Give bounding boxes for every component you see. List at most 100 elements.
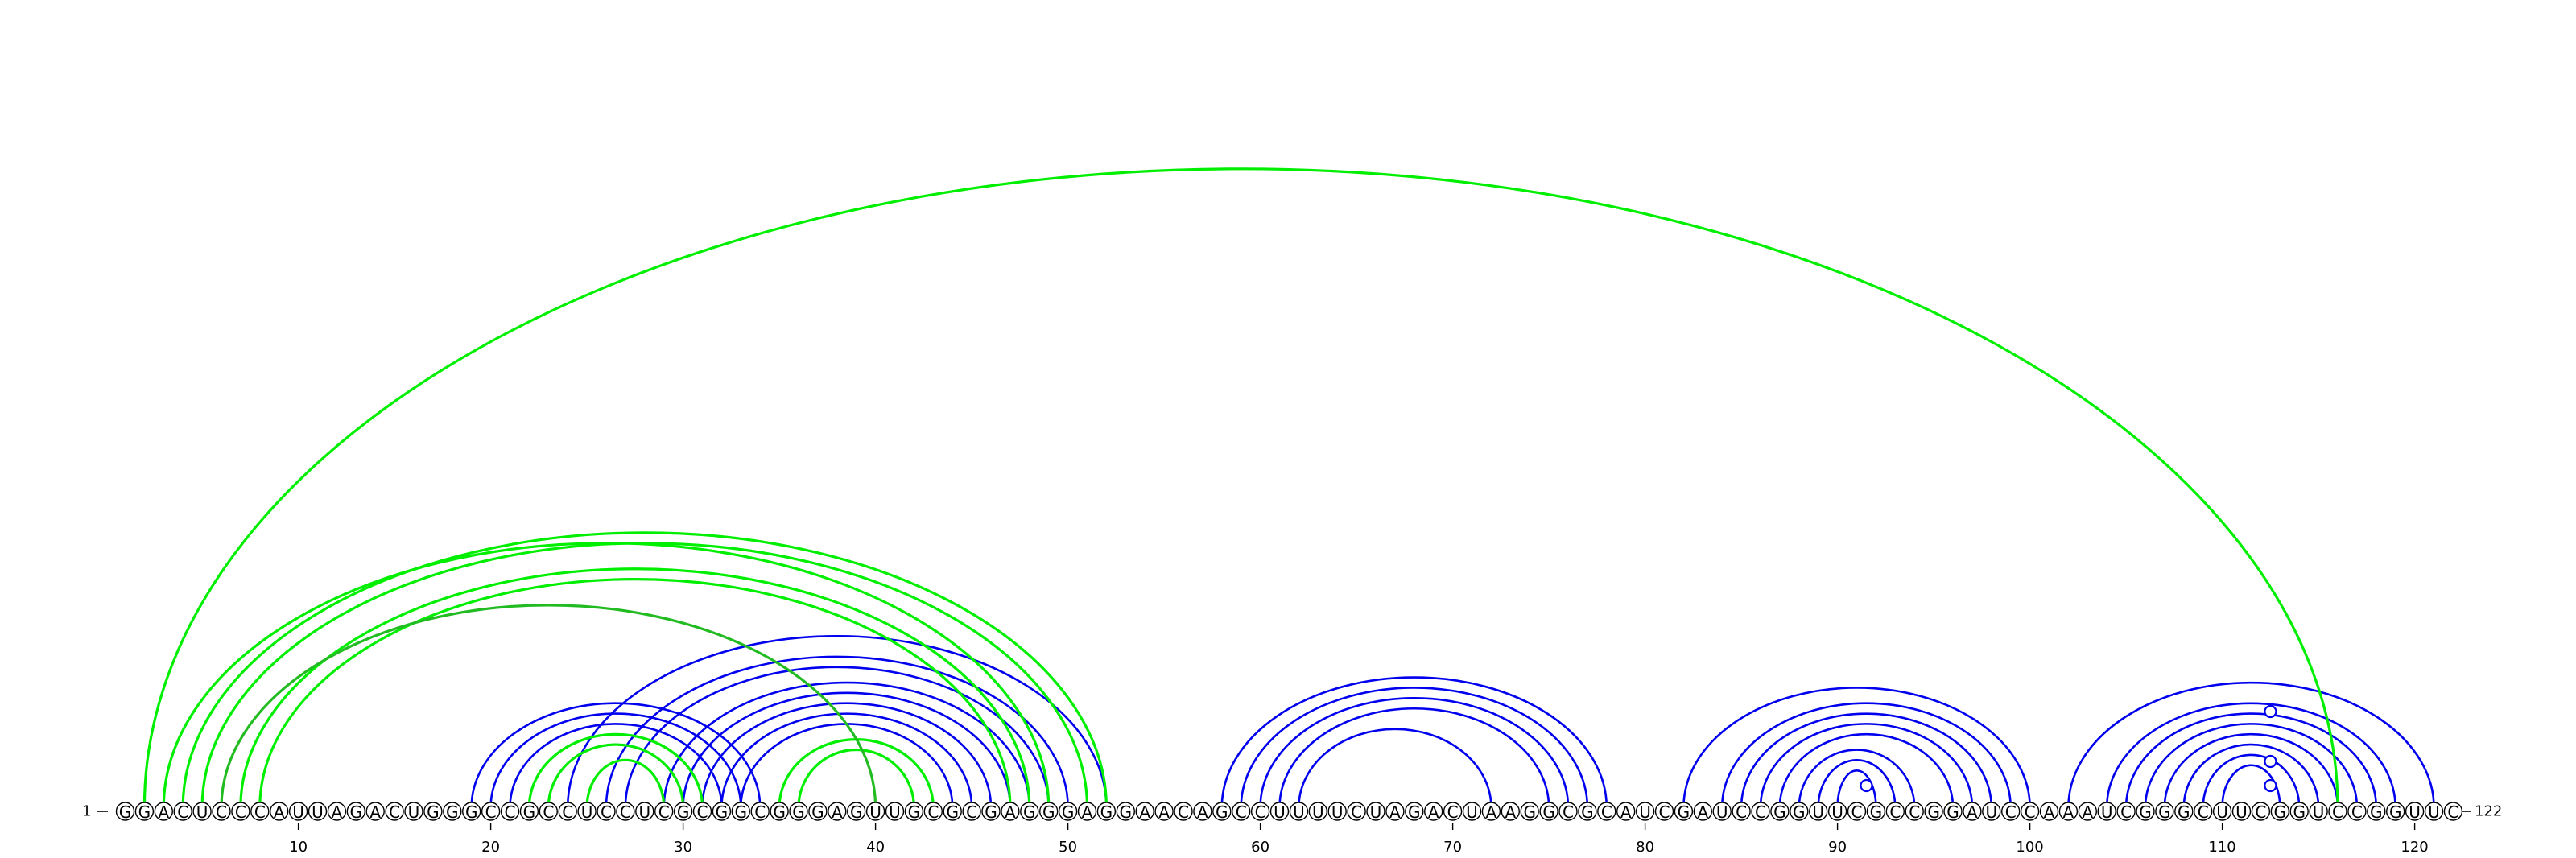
nucleotide-circle <box>1250 802 1270 821</box>
nucleotide-letter: A <box>2063 802 2074 822</box>
nucleotide-circle <box>404 802 423 821</box>
nucleotide-letter: U <box>312 802 324 822</box>
nucleotide-circle <box>115 802 135 821</box>
end-label: 122 <box>2475 803 2502 820</box>
nucleotide-letter: U <box>1466 802 1478 822</box>
nucleotide-letter: C <box>1755 802 1766 822</box>
pair-arc <box>2182 743 2320 808</box>
nucleotide-letter: A <box>1389 802 1401 822</box>
nucleotide-letter: G <box>1946 802 1959 822</box>
nucleotide-letter: C <box>966 802 977 822</box>
pair-arc <box>740 723 954 808</box>
pair-arc <box>527 732 704 808</box>
nucleotide-circle <box>2405 802 2425 821</box>
nucleotide-circle <box>2231 802 2252 821</box>
nucleotide-circle <box>2097 802 2116 821</box>
nucleotide-letter: U <box>2101 802 2113 822</box>
nucleotide-circle <box>1924 802 1943 821</box>
nucleotide-circle <box>212 802 231 821</box>
nucleotide-circle <box>1616 802 1636 821</box>
nucleotide-letter: G <box>908 802 921 822</box>
nucleotide-circle <box>1135 802 1154 821</box>
nucleotide-circle <box>288 802 308 821</box>
tick-label: 100 <box>2016 839 2043 856</box>
nucleotide-circle <box>462 802 481 821</box>
nucleotide-circle <box>1116 802 1136 821</box>
pair-arc <box>2124 712 2378 808</box>
pair-arc <box>566 634 1108 808</box>
nucleotide-circle <box>1174 802 1193 821</box>
nucleotide-circle <box>443 802 462 821</box>
nucleotide-letter: A <box>1697 802 1708 822</box>
nucleotide-letter: G <box>716 802 729 822</box>
nucleotide-letter: A <box>1005 802 1016 822</box>
nucleotide-letter: U <box>869 802 881 822</box>
pair-arc <box>200 542 1089 808</box>
nucleotide-letter: U <box>2216 802 2228 822</box>
nucleotide-letter: C <box>697 802 708 822</box>
nucleotide-circle <box>1905 802 1924 821</box>
nucleotide-circle <box>635 802 654 821</box>
nucleotide-circle <box>231 802 250 821</box>
nucleotide-letter: C <box>1255 802 1266 822</box>
pair-arc <box>509 723 723 808</box>
nucleotide-letter: G <box>1062 802 1075 822</box>
pair-arc <box>585 758 666 808</box>
pair-arc <box>547 743 685 808</box>
pair-arc <box>2202 753 2301 808</box>
nucleotide-circle <box>789 802 808 821</box>
nucleotide-circle <box>2251 802 2271 821</box>
nucleotide-letter: G <box>811 802 824 822</box>
nucleotide-circle <box>2020 802 2040 821</box>
nucleotide-letter: G <box>1120 802 1133 822</box>
position-ticks: 10 20 30 40 50 60 70 80 90 100 110 120 <box>289 823 2429 856</box>
nucleotide-circle <box>1751 802 1770 821</box>
nucleotide-letter: G <box>2178 802 2190 822</box>
pair-arc <box>2105 702 2396 808</box>
pair-arc <box>605 655 1069 808</box>
nucleotide-letter: G <box>427 802 440 822</box>
nucleotide-letter: A <box>274 802 285 822</box>
tick-label: 120 <box>2401 839 2428 856</box>
pair-arc <box>797 748 915 808</box>
nucleotide-circle <box>1597 802 1616 821</box>
nucleotide-letter: G <box>350 802 363 822</box>
nucleotide-circle <box>250 802 270 821</box>
nucleotide-circle <box>1578 802 1597 821</box>
nucleotide-letter: C <box>254 802 266 822</box>
nucleotide-circle <box>770 802 789 821</box>
nucleotide-circle <box>154 802 174 821</box>
pair-arc <box>2221 764 2281 808</box>
pair-arc <box>1298 728 1492 808</box>
nucleotide-letter: U <box>1639 802 1651 822</box>
nucleotide-letter: U <box>196 802 208 822</box>
nucleotide-circle <box>597 802 616 821</box>
nucleotide-letter: G <box>2293 802 2306 822</box>
nucleotide-circle <box>2385 802 2405 821</box>
pair-arc <box>489 712 742 808</box>
nucleotide-letter: U <box>1293 802 1305 822</box>
nucleotide-letter: U <box>2409 802 2421 822</box>
nucleotide-circle <box>1308 802 1328 821</box>
nucleotide-letter: A <box>1082 802 1093 822</box>
nucleotide-letter: G <box>1023 802 1036 822</box>
nucleotide-letter: U <box>1831 802 1843 822</box>
pair-arc <box>220 604 877 808</box>
nucleotide-letter: C <box>562 802 573 822</box>
nucleotide-letter: C <box>1563 802 1574 822</box>
nucleotide-circle <box>1635 802 1655 821</box>
nucleotide-letter: C <box>658 802 670 822</box>
nucleotide-letter: C <box>2351 802 2363 822</box>
nucleotide-letter: U <box>2313 802 2325 822</box>
nucleotide-letter: G <box>2139 802 2152 822</box>
pair-arc <box>1759 723 1974 808</box>
nucleotide-letter: G <box>1581 802 1594 822</box>
nucleotide-letter: A <box>1505 802 1516 822</box>
nucleotide-letter: C <box>177 802 188 822</box>
nucleotide-letter: U <box>1370 802 1382 822</box>
nucleotide-letter: C <box>2255 802 2266 822</box>
nucleotide-circle <box>1674 802 1694 821</box>
nucleotide-circle <box>327 802 347 821</box>
nucleotide-letter: C <box>485 802 497 822</box>
pair-arc <box>624 666 1050 808</box>
